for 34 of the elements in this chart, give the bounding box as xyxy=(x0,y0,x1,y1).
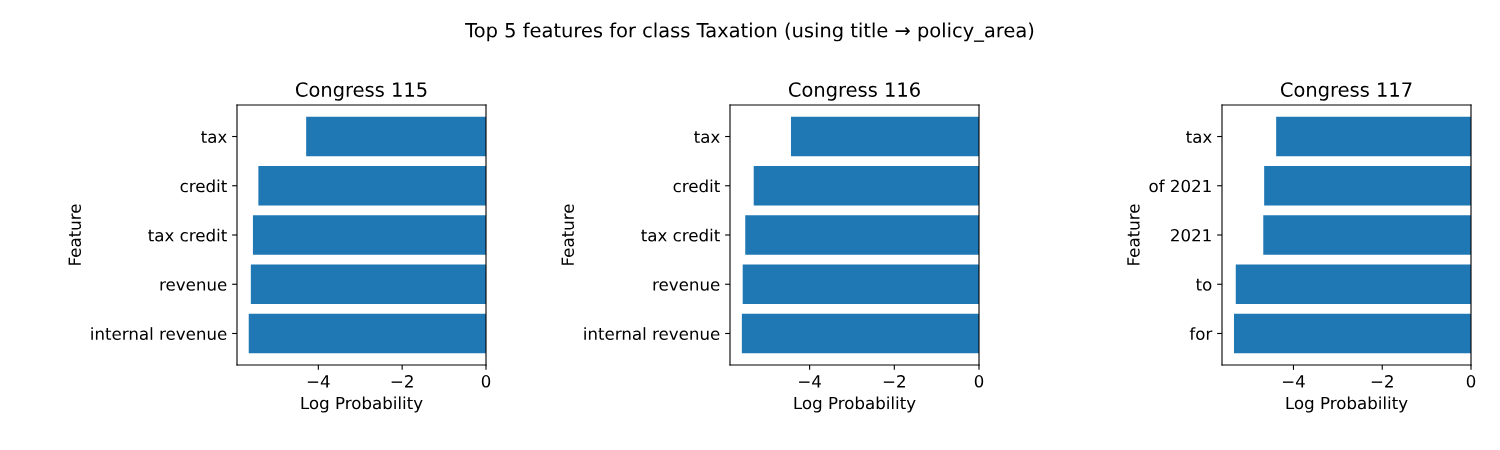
x-tick-label: 0 xyxy=(481,375,491,388)
y-axis-title: Feature xyxy=(1127,204,1140,265)
y-tick-label: revenue xyxy=(653,281,720,291)
y-tick-label: 2021 xyxy=(1171,228,1211,242)
y-tick-label: revenue xyxy=(160,281,227,291)
y-tick-label: internal revenue xyxy=(584,327,720,341)
y-tick-label: to xyxy=(1195,278,1212,291)
x-tick-label: −2 xyxy=(1371,375,1393,388)
x-tick-label: −4 xyxy=(1282,375,1305,388)
chart-title: Congress 116 xyxy=(788,82,920,101)
y-tick-label: tax credit xyxy=(641,228,720,242)
chart-title: Congress 115 xyxy=(295,82,427,101)
x-axis-title: Log Probability xyxy=(1286,396,1408,413)
x-axis-title: Log Probability xyxy=(794,396,916,413)
y-tick-label: tax xyxy=(201,131,227,144)
y-tick-label: internal revenue xyxy=(91,327,227,341)
x-tick-label: 0 xyxy=(974,375,984,388)
y-axis-title: Feature xyxy=(68,204,82,265)
y-axis-title: Feature xyxy=(561,204,575,265)
y-tick-label: for xyxy=(1189,327,1213,341)
x-tick-label: −2 xyxy=(391,375,413,388)
chart-title: Congress 117 xyxy=(1280,82,1412,101)
x-tick-label: −4 xyxy=(799,375,821,388)
x-tick-label: −4 xyxy=(307,375,330,388)
y-tick-label: credit xyxy=(180,179,227,193)
y-tick-label: tax credit xyxy=(148,228,227,242)
y-tick-label: credit xyxy=(673,179,720,193)
x-axis-title: Log Probability xyxy=(301,396,423,413)
x-tick-label: −2 xyxy=(883,375,905,388)
text: Top 5 features for class Taxation (using title → policy_area) xyxy=(465,22,1034,42)
y-tick-label: tax xyxy=(1186,131,1212,144)
y-tick-label: tax xyxy=(694,131,720,144)
y-tick-label: of 2021 xyxy=(1149,179,1211,193)
x-tick-label: 0 xyxy=(1466,375,1476,388)
